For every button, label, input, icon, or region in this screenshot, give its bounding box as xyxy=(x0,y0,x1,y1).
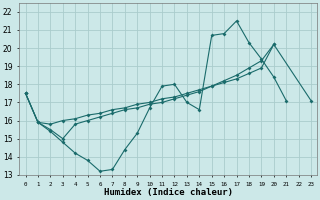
X-axis label: Humidex (Indice chaleur): Humidex (Indice chaleur) xyxy=(104,188,233,197)
